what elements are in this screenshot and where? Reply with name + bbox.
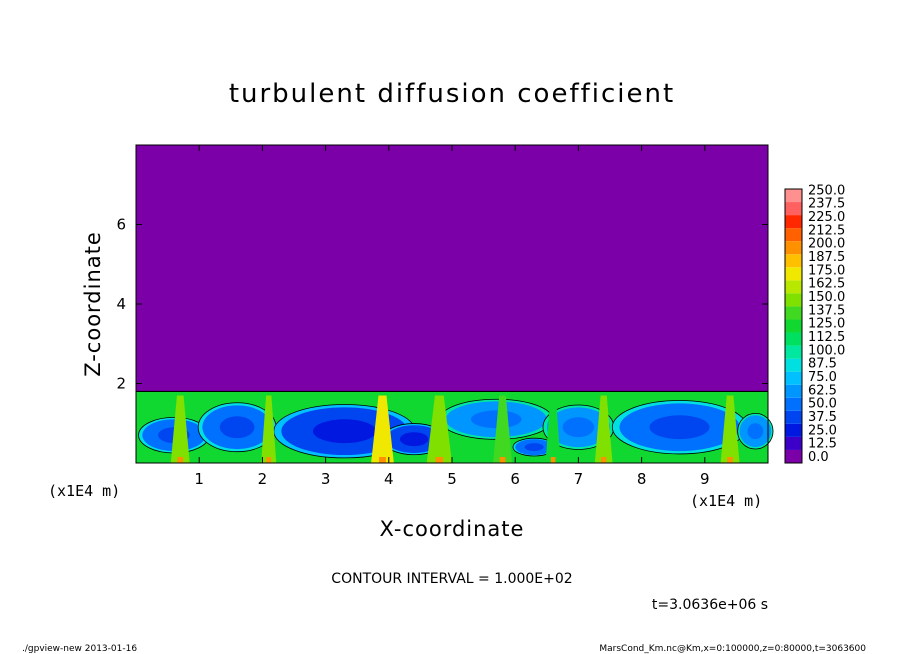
eddy-cell-core: [747, 423, 764, 440]
x-axis-unit-right: (x1E4 m): [690, 492, 762, 510]
x-tick-label: 6: [510, 470, 520, 488]
colorbar-swatch: [785, 345, 802, 359]
colorbar-swatch: [785, 397, 802, 411]
y-tick-label: 2: [116, 375, 126, 393]
colorbar-swatch: [785, 293, 802, 307]
thermal-plume: [170, 395, 190, 463]
colorbar-label: 187.5: [808, 250, 845, 265]
footer-left: ./gpview-new 2013-01-16: [22, 644, 137, 654]
colorbar-swatch: [785, 410, 802, 424]
colorbar-label: 12.5: [808, 437, 837, 452]
colorbar-label: 212.5: [808, 223, 845, 238]
eddy-cell-core: [470, 410, 522, 429]
plume-base: [601, 457, 607, 463]
colorbar-swatch: [785, 358, 802, 372]
colorbar-swatch: [785, 423, 802, 437]
x-axis-ticks: 1 2 3 4 5 6 7 8 9: [194, 145, 710, 488]
colorbar-label: 162.5: [808, 277, 845, 292]
plume-base: [727, 457, 733, 463]
x-tick-label: 8: [637, 470, 647, 488]
thermal-plume: [720, 395, 740, 463]
x-tick-label: 4: [384, 470, 394, 488]
colorbar-swatch: [785, 202, 802, 216]
colorbar-swatch: [785, 436, 802, 450]
colorbar-swatch: [785, 306, 802, 320]
colorbar-label: 62.5: [808, 383, 837, 398]
colorbar: 0.012.525.037.550.062.575.087.5100.0112.…: [784, 183, 845, 465]
colorbar-label: 250.0: [808, 183, 845, 198]
x-tick-label: 5: [447, 470, 457, 488]
colorbar-swatch: [785, 254, 802, 268]
colorbar-label: 175.0: [808, 263, 845, 278]
thermal-plume: [493, 395, 513, 463]
x-tick-label: 3: [321, 470, 331, 488]
colorbar-label: 137.5: [808, 303, 845, 318]
x-tick-label: 9: [700, 470, 710, 488]
time-label: t=3.0636e+06 s: [652, 597, 768, 613]
y-axis-title: Z-coordinate: [81, 231, 105, 377]
contour-interval: CONTOUR INTERVAL = 1.000E+02: [331, 571, 572, 587]
y-tick-label: 4: [116, 295, 126, 313]
x-tick-label: 2: [258, 470, 268, 488]
x-axis-unit-left: (x1E4 m): [48, 482, 120, 500]
colorbar-label: 100.0: [808, 343, 845, 358]
colorbar-swatch: [785, 189, 802, 203]
colorbar-label: 25.0: [808, 423, 837, 438]
colorbar-label: 37.5: [808, 410, 837, 425]
colorbar-label: 225.0: [808, 210, 845, 225]
plot-area: [135, 144, 774, 464]
thermal-plume: [545, 395, 561, 463]
eddy-cell-core: [219, 416, 255, 439]
colorbar-label: 200.0: [808, 237, 845, 252]
eddy-cell-core: [562, 417, 595, 438]
thermal-plume: [594, 395, 613, 463]
colorbar-label: 150.0: [808, 290, 845, 305]
thermal-plume: [371, 395, 394, 463]
colorbar-swatch: [785, 319, 802, 333]
colorbar-swatch: [785, 280, 802, 294]
eddy-cell-core: [649, 415, 710, 440]
colorbar-swatch: [785, 241, 802, 255]
colorbar-swatch: [785, 371, 802, 385]
plume-base: [435, 457, 444, 463]
colorbar-swatch: [785, 449, 802, 463]
chart-title: turbulent diffusion coefficient: [229, 79, 675, 109]
y-axis-ticks: 2 4 6: [116, 216, 768, 393]
colorbar-swatch: [785, 228, 802, 242]
colorbar-label: 112.5: [808, 330, 845, 345]
plume-base: [379, 457, 386, 463]
colorbar-frame: [784, 188, 803, 464]
x-axis-title: X-coordinate: [380, 517, 525, 541]
colorbar-label: 125.0: [808, 317, 845, 332]
eddy-cell-core: [312, 419, 377, 444]
colorbar-swatch: [785, 332, 802, 346]
eddy-cell-core: [399, 432, 429, 447]
heatmap-field: [136, 145, 774, 463]
colorbar-label: 0.0: [808, 450, 829, 465]
colorbar-label: 50.0: [808, 397, 837, 412]
plume-base: [550, 457, 556, 463]
colorbar-label: 87.5: [808, 357, 837, 372]
x-tick-label: 1: [194, 470, 204, 488]
colorbar-swatch: [785, 267, 802, 281]
plume-base: [266, 457, 271, 463]
x-tick-label: 7: [574, 470, 584, 488]
colorbar-label: 75.0: [808, 370, 837, 385]
colorbar-swatch: [785, 215, 802, 229]
colorbar-label: 237.5: [808, 197, 845, 212]
thermal-plume: [426, 395, 452, 463]
eddy-cell-core: [524, 443, 544, 452]
plume-base: [177, 457, 184, 463]
colorbar-swatch: [785, 384, 802, 398]
footer-right: MarsCond_Km.nc@Km,x=0:100000,z=0:80000,t…: [599, 644, 866, 654]
plume-base: [499, 457, 506, 463]
y-tick-label: 6: [116, 216, 126, 234]
thermal-plume: [261, 395, 277, 463]
